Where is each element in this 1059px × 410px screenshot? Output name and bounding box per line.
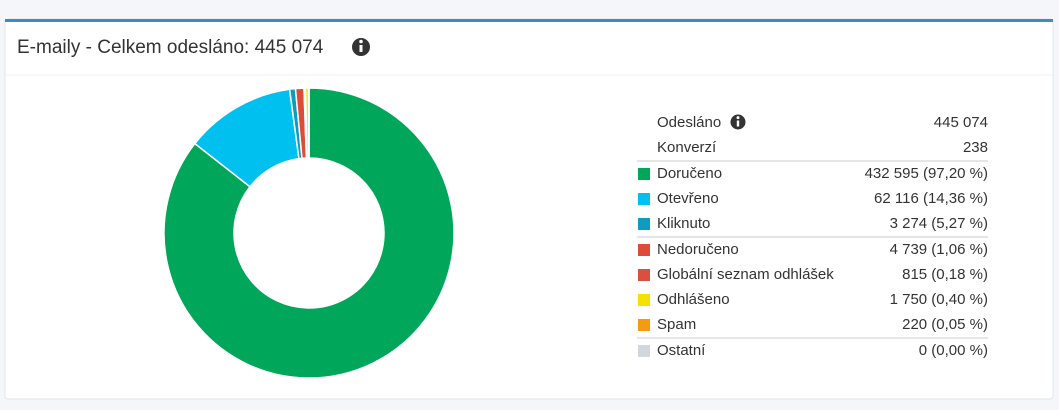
summary-label: Konverzí	[657, 139, 717, 156]
legend-value: 432 595 (97,20 %)	[865, 165, 988, 182]
summary-value: 238	[963, 139, 988, 156]
legend-swatch	[638, 345, 650, 357]
summary-value: 445 074	[934, 114, 988, 131]
legend-label: Otevřeno	[657, 190, 719, 207]
legend-value: 1 750 (0,40 %)	[890, 291, 988, 308]
legend-label: Nedoručeno	[657, 241, 739, 258]
legend-swatch	[638, 218, 650, 230]
legend-value: 0 (0,00 %)	[919, 342, 988, 359]
legend-swatch	[638, 244, 650, 256]
legend-swatch	[638, 319, 650, 331]
legend-swatch	[638, 193, 650, 205]
legend-label: Spam	[657, 316, 696, 333]
legend-value: 815 (0,18 %)	[902, 266, 988, 283]
panel-title: E-maily - Celkem odesláno: 445 074	[17, 37, 324, 58]
panel-top-border	[5, 19, 1053, 22]
donut-slice	[163, 87, 455, 379]
legend-label: Kliknuto	[657, 215, 710, 232]
legend-value: 4 739 (1,06 %)	[890, 241, 988, 258]
legend-label: Odhlášeno	[657, 291, 730, 308]
summary-label: Odesláno	[657, 114, 721, 131]
legend-swatch	[638, 294, 650, 306]
legend-label: Globální seznam odhlášek	[657, 266, 834, 283]
legend-swatch	[638, 269, 650, 281]
legend-swatch	[638, 168, 650, 180]
legend-value: 3 274 (5,27 %)	[890, 215, 988, 232]
panel	[4, 18, 1054, 400]
info-icon[interactable]	[352, 38, 370, 56]
legend-label: Ostatní	[657, 342, 706, 359]
legend-value: 62 116 (14,36 %)	[874, 190, 988, 207]
info-icon[interactable]	[730, 114, 746, 130]
legend-label: Doručeno	[657, 165, 722, 182]
legend-value: 220 (0,05 %)	[902, 316, 988, 333]
